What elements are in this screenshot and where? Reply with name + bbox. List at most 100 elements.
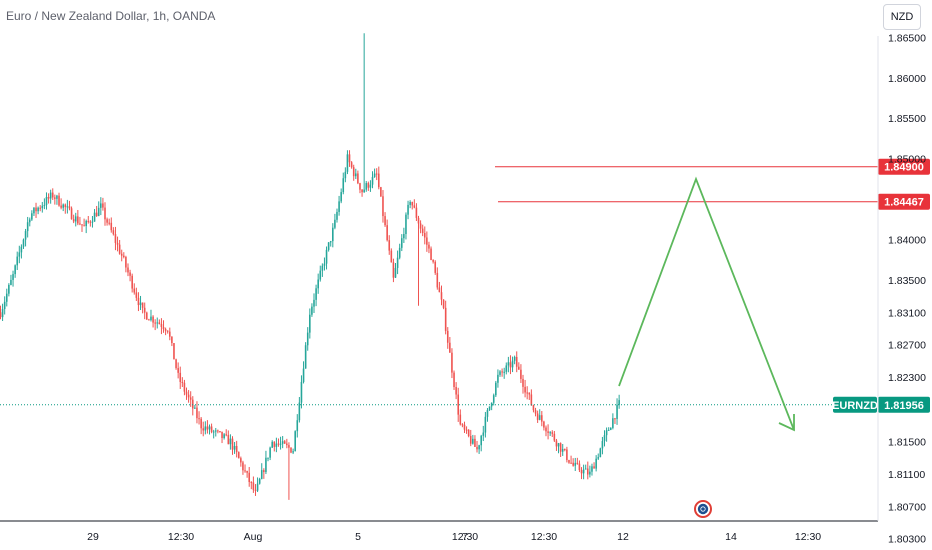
candle [242, 460, 244, 475]
candle [338, 195, 340, 216]
candle [152, 315, 154, 328]
candle [332, 223, 334, 248]
price-tick-label: 1.83500 [888, 275, 926, 287]
time-tick-label: 12 [617, 531, 629, 543]
price-levels: 1.84900 1.84467 EURNZD 1.81956 [0, 158, 930, 413]
candle [127, 263, 129, 277]
candle [417, 215, 420, 306]
candle [572, 458, 574, 467]
candle [89, 220, 92, 227]
candle [438, 281, 441, 293]
candle [415, 203, 418, 221]
candle [235, 440, 238, 458]
candle [392, 258, 395, 283]
candle [344, 167, 347, 183]
candle [601, 436, 604, 455]
candle [549, 431, 551, 436]
candle [486, 408, 489, 422]
candle [231, 436, 234, 455]
candle [311, 303, 313, 317]
price-tick-label: 1.82700 [888, 340, 926, 352]
candle [313, 293, 315, 313]
candle [173, 343, 175, 360]
candle [5, 288, 8, 307]
candle [164, 327, 167, 336]
time-tick-label: 14 [725, 531, 737, 543]
candle [118, 239, 121, 255]
candle [108, 218, 110, 226]
candle [250, 481, 253, 490]
time-axis: 29 12:30 Aug 5 12:307 12:30 12 14 12:30 [87, 531, 821, 543]
candle [175, 358, 177, 370]
candle [591, 463, 593, 476]
candle [469, 429, 472, 447]
current-price-label: 1.81956 [884, 400, 924, 412]
candle [595, 455, 597, 472]
candle [18, 245, 21, 264]
candle [576, 457, 579, 465]
candle [386, 219, 388, 242]
candle [260, 463, 263, 480]
candle [465, 426, 468, 434]
candle [146, 311, 148, 321]
candle [488, 406, 491, 411]
events-marker-icon[interactable] [694, 500, 712, 518]
candle [530, 389, 533, 406]
candle [317, 273, 319, 294]
candles-layer [0, 33, 620, 500]
candle [478, 444, 480, 454]
candle [279, 436, 282, 450]
candle [0, 305, 2, 320]
candle [536, 410, 539, 423]
candle [296, 414, 299, 438]
symbol-tag [833, 396, 877, 413]
candle [54, 194, 56, 205]
candle [150, 309, 152, 322]
candle [281, 436, 284, 449]
candle [359, 182, 361, 194]
candle [246, 470, 248, 478]
candle [503, 367, 505, 379]
candle [66, 199, 69, 214]
candle [352, 164, 355, 181]
price-tick-label: 1.83100 [888, 307, 926, 319]
price-tick-label: 1.82300 [888, 372, 926, 384]
candle [380, 186, 382, 198]
time-tick-label: 12:30 [452, 531, 478, 543]
candle [384, 212, 386, 227]
candle [102, 197, 104, 211]
candle [361, 189, 363, 197]
candle [187, 390, 190, 403]
currency-button[interactable]: NZD [883, 4, 921, 30]
candle [202, 421, 205, 437]
projection-line [618, 176, 795, 431]
candle [300, 375, 303, 409]
candle [265, 450, 267, 475]
candle [451, 348, 453, 379]
candle [37, 206, 39, 215]
candle [208, 424, 211, 435]
candle [440, 285, 443, 306]
candle [411, 201, 414, 210]
candle [545, 425, 547, 437]
candle [430, 246, 432, 261]
price-level-tag [878, 193, 930, 210]
candle [104, 202, 106, 226]
projection-arrowhead-icon [778, 414, 795, 432]
candle [319, 265, 322, 282]
candle [160, 318, 163, 335]
candle [522, 374, 524, 394]
price-axis: 1.86500 1.86000 1.85500 1.85000 1.84000 1.835… [888, 32, 926, 545]
candle [166, 330, 169, 334]
candle [340, 188, 342, 204]
candle [607, 427, 610, 431]
candle [524, 379, 526, 398]
candle [148, 318, 150, 321]
candle [269, 446, 271, 461]
candle [143, 302, 146, 320]
candle [137, 292, 140, 312]
candle [580, 467, 583, 480]
candle [49, 189, 52, 204]
candle [14, 264, 16, 278]
